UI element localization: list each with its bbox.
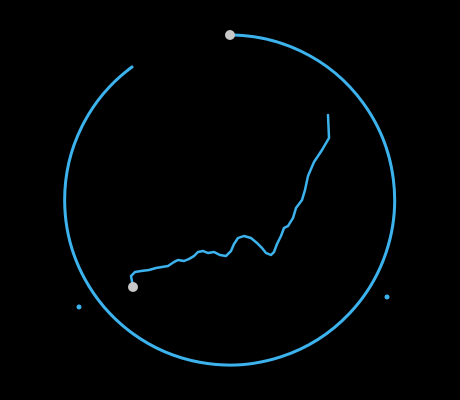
outer-arc [63,33,397,367]
arc-start-dot [225,30,235,40]
track-line [129,113,331,289]
marker-dot [384,294,390,300]
marker-dot [76,304,82,310]
track-end-dot [128,282,138,292]
